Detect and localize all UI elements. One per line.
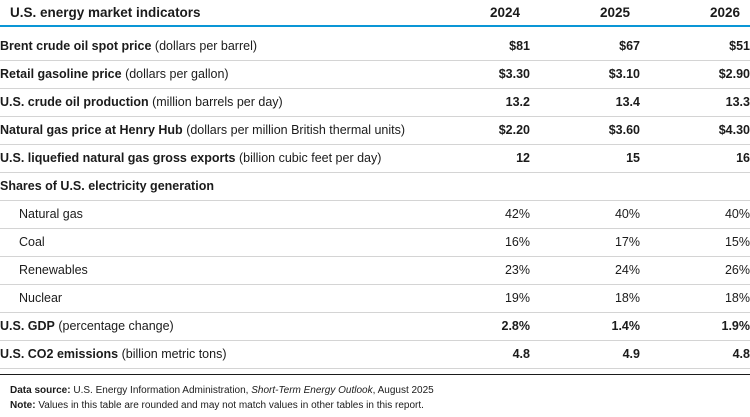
- value-cell: 16: [736, 151, 750, 165]
- row-label: Retail gasoline price (dollars per gallo…: [0, 60, 438, 88]
- table-row: U.S. crude oil production (million barre…: [0, 88, 750, 116]
- row-label: U.S. liquefied natural gas gross exports…: [0, 144, 438, 172]
- indicator-name: U.S. liquefied natural gas gross exports: [0, 151, 236, 165]
- table-row: Retail gasoline price (dollars per gallo…: [0, 60, 750, 88]
- value-cell: $2.90: [718, 67, 750, 81]
- indicator-name: U.S. CO2 emissions: [0, 347, 119, 361]
- value-cell: 1.4%: [611, 319, 641, 333]
- value-cell: 13.4: [615, 95, 640, 109]
- row-label: U.S. CO2 emissions (billion metric tons): [0, 340, 438, 368]
- table-row: Nuclear 19% 18% 18%: [0, 284, 750, 312]
- table-row: Renewables 23% 24% 26%: [0, 256, 750, 284]
- row-label: Nuclear: [19, 291, 63, 305]
- year-header: 2024: [438, 0, 530, 27]
- indicator-unit: (dollars per barrel): [154, 38, 258, 53]
- year-header: 2026: [640, 0, 750, 27]
- row-label: Coal: [19, 235, 45, 249]
- value-cell: 15: [626, 151, 640, 165]
- value-cell: 15%: [724, 235, 750, 249]
- table-row: U.S. GDP (percentage change) 2.8% 1.4% 1…: [0, 312, 750, 340]
- table-row: Coal 16% 17% 15%: [0, 228, 750, 256]
- indicator-name: U.S. crude oil production: [0, 95, 149, 109]
- value-cell: 13.2: [505, 95, 530, 109]
- year-header: 2025: [530, 0, 640, 27]
- value-cell: 13.3: [725, 95, 750, 109]
- source-text: U.S. Energy Information Administration,: [73, 385, 249, 396]
- indicator-unit: (dollars per million British thermal uni…: [186, 123, 406, 137]
- indicator-name: Brent crude oil spot price: [0, 38, 152, 53]
- source-date: , August 2025: [372, 385, 434, 396]
- data-source-line: Data source: U.S. Energy Information Adm…: [10, 383, 740, 398]
- row-label: Brent crude oil spot price (dollars per …: [0, 32, 438, 60]
- table-row: Natural gas 42% 40% 40%: [0, 200, 750, 228]
- indicator-unit: (dollars per gallon): [125, 67, 229, 81]
- table-row: Natural gas price at Henry Hub (dollars …: [0, 116, 750, 144]
- value-cell: 24%: [614, 263, 640, 277]
- value-cell: $51: [729, 38, 750, 53]
- value-cell: 2.8%: [501, 319, 531, 333]
- indicator-name: Retail gasoline price: [0, 67, 122, 81]
- note-text: Values in this table are rounded and may…: [38, 400, 424, 411]
- value-cell: 26%: [724, 263, 750, 277]
- row-label: U.S. GDP (percentage change): [0, 312, 438, 340]
- value-cell: $81: [509, 38, 530, 53]
- value-cell: 4.8: [732, 347, 750, 361]
- indicator-name: Natural gas price at Henry Hub: [0, 123, 183, 137]
- value-cell: 1.9%: [721, 319, 750, 333]
- value-cell: 40%: [724, 207, 750, 221]
- value-cell: $3.30: [498, 67, 530, 81]
- indicator-unit: (million barrels per day): [152, 95, 283, 109]
- header-row: U.S. energy market indicators 2024 2025 …: [0, 0, 750, 27]
- value-cell: $2.20: [498, 123, 530, 137]
- indicator-unit: (billion cubic feet per day): [238, 151, 382, 165]
- source-title: Short-Term Energy Outlook: [251, 385, 373, 396]
- table-row: U.S. liquefied natural gas gross exports…: [0, 144, 750, 172]
- value-cell: 4.9: [622, 347, 640, 361]
- value-cell: 18%: [614, 291, 640, 305]
- table-bottom-rule: [0, 374, 750, 375]
- table-row: Brent crude oil spot price (dollars per …: [0, 32, 750, 60]
- row-label: Renewables: [19, 263, 88, 277]
- value-cell: 12: [516, 151, 530, 165]
- row-label: U.S. crude oil production (million barre…: [0, 88, 438, 116]
- value-cell: 17%: [614, 235, 640, 249]
- row-label: Natural gas: [19, 207, 83, 221]
- note-line: Note: Values in this table are rounded a…: [10, 398, 740, 413]
- indicator-unit: (percentage change): [58, 319, 174, 333]
- value-cell: $4.30: [718, 123, 750, 137]
- value-cell: $3.10: [608, 67, 640, 81]
- indicator-unit: (billion metric tons): [121, 347, 227, 361]
- source-label: Data source:: [10, 385, 71, 396]
- value-cell: 19%: [504, 291, 530, 305]
- indicators-table: U.S. energy market indicators 2024 2025 …: [0, 0, 750, 368]
- row-label: Natural gas price at Henry Hub (dollars …: [0, 116, 438, 144]
- section-title: Shares of U.S. electricity generation: [0, 179, 214, 193]
- table-title: U.S. energy market indicators: [0, 0, 438, 27]
- value-cell: 4.8: [512, 347, 530, 361]
- value-cell: $67: [619, 38, 640, 53]
- table-row: U.S. CO2 emissions (billion metric tons)…: [0, 340, 750, 368]
- note-label: Note:: [10, 400, 36, 411]
- indicator-name: U.S. GDP: [0, 319, 55, 333]
- value-cell: 18%: [724, 291, 750, 305]
- section-header-row: Shares of U.S. electricity generation: [0, 172, 750, 200]
- value-cell: 40%: [614, 207, 640, 221]
- table-footer: Data source: U.S. Energy Information Adm…: [10, 383, 740, 413]
- value-cell: 23%: [504, 263, 530, 277]
- value-cell: 42%: [504, 207, 530, 221]
- value-cell: 16%: [504, 235, 530, 249]
- value-cell: $3.60: [608, 123, 640, 137]
